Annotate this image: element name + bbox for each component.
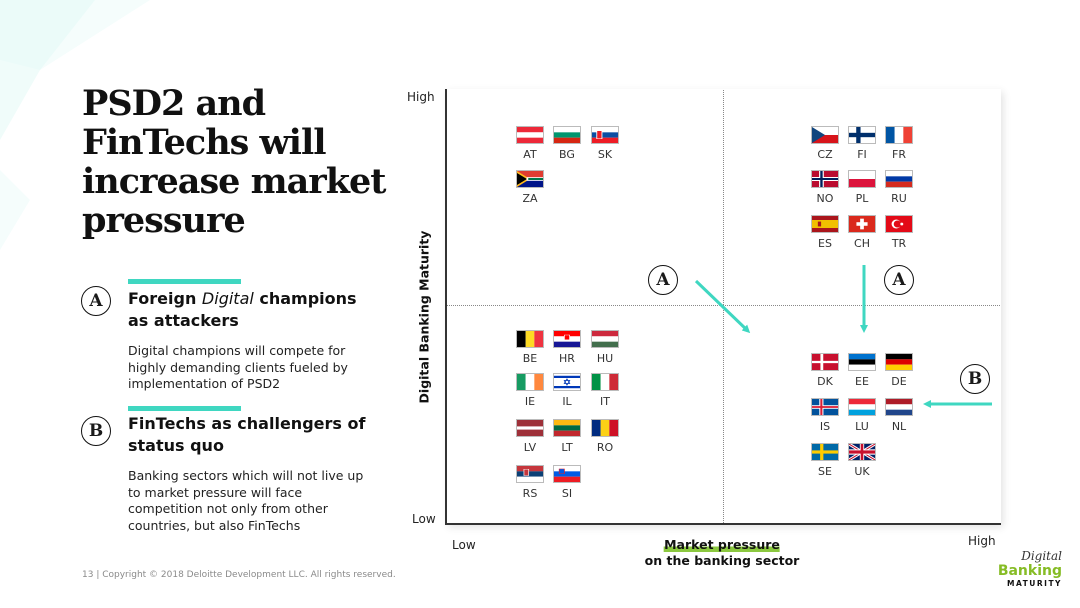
- section-b-body: Banking sectors which will not live up t…: [128, 468, 364, 533]
- code-es: ES: [818, 237, 832, 250]
- marker-a-right: A: [884, 265, 914, 295]
- section-a-badge: A: [81, 286, 111, 316]
- code-de: DE: [891, 375, 907, 388]
- code-no: NO: [816, 192, 834, 205]
- flag-lt-icon: [553, 419, 581, 437]
- code-pl: PL: [855, 192, 869, 205]
- flag-ru-icon: [885, 170, 913, 188]
- flag-lu-icon: [848, 398, 876, 416]
- flag-es-icon: [811, 215, 839, 233]
- marker-a-left: A: [648, 265, 678, 295]
- code-be: BE: [522, 352, 538, 365]
- flag-hu-icon: [591, 330, 619, 348]
- section-b-accent-bar: [128, 406, 241, 411]
- code-cz: CZ: [817, 148, 833, 161]
- code-sk: SK: [597, 148, 613, 161]
- code-nl: NL: [891, 420, 907, 433]
- code-bg: BG: [559, 148, 575, 161]
- code-hu: HU: [596, 352, 614, 365]
- flag-ro-icon: [591, 419, 619, 437]
- code-lv: LV: [523, 441, 537, 454]
- decorative-background-shapes: [0, 0, 150, 250]
- flag-tr-icon: [885, 215, 913, 233]
- code-lu: LU: [855, 420, 869, 433]
- flag-ie-icon: [516, 373, 544, 391]
- code-si: SI: [561, 487, 573, 500]
- flag-ch-icon: [848, 215, 876, 233]
- flag-hr-icon: [553, 330, 581, 348]
- code-hr: HR: [559, 352, 575, 365]
- flag-lv-icon: [516, 419, 544, 437]
- y-axis-low-label: Low: [412, 512, 436, 526]
- flag-be-icon: [516, 330, 544, 348]
- flag-ee-icon: [848, 353, 876, 371]
- x-axis-title-line2: on the banking sector: [644, 553, 800, 568]
- y-axis-high-label: High: [407, 90, 435, 104]
- flag-at-icon: [516, 126, 544, 144]
- section-a-accent-bar: [128, 279, 241, 284]
- logo-line3: MATURITY: [1006, 579, 1062, 588]
- code-it: IT: [600, 395, 610, 408]
- code-at: AT: [523, 148, 537, 161]
- section-b-title: FinTechs as challengers of status quo: [128, 414, 366, 455]
- x-axis-title-line1: Market pressure: [664, 537, 780, 552]
- flag-il-icon: [553, 373, 581, 391]
- code-il: IL: [562, 395, 572, 408]
- logo-line1: Digital: [1021, 549, 1062, 563]
- code-ie: IE: [524, 395, 536, 408]
- code-tr: TR: [891, 237, 907, 250]
- flag-sk-icon: [591, 126, 619, 144]
- code-rs: RS: [522, 487, 538, 500]
- marker-b: B: [960, 364, 990, 394]
- code-ru: RU: [891, 192, 907, 205]
- footer-copyright: 13 | Copyright © 2018 Deloitte Developme…: [82, 570, 396, 580]
- x-axis-low-label: Low: [452, 538, 476, 552]
- flag-de-icon: [885, 353, 913, 371]
- flag-fr-icon: [885, 126, 913, 144]
- flag-cz-icon: [811, 126, 839, 144]
- flag-uk-icon: [848, 443, 876, 461]
- code-ro: RO: [596, 441, 614, 454]
- section-a-body: Digital champions will compete for highl…: [128, 343, 348, 391]
- flag-nl-icon: [885, 398, 913, 416]
- code-fi: FI: [857, 148, 867, 161]
- code-lt: LT: [561, 441, 573, 454]
- x-axis-line: [445, 523, 1001, 525]
- flag-se-icon: [811, 443, 839, 461]
- flag-si-icon: [553, 465, 581, 483]
- code-fr: FR: [892, 148, 906, 161]
- y-axis-line: [445, 89, 447, 524]
- slide-title: PSD2 and FinTechs will increase market p…: [82, 83, 386, 241]
- flag-dk-icon: [811, 353, 839, 371]
- flag-fi-icon: [848, 126, 876, 144]
- code-za: ZA: [522, 192, 538, 205]
- flag-rs-icon: [516, 465, 544, 483]
- code-uk: UK: [854, 465, 870, 478]
- x-axis-high-label: High: [968, 534, 996, 548]
- flag-pl-icon: [848, 170, 876, 188]
- code-is: IS: [819, 420, 831, 433]
- code-ee: EE: [855, 375, 869, 388]
- flag-it-icon: [591, 373, 619, 391]
- flag-za-icon: [516, 170, 544, 188]
- arrow-a-diagonal: [694, 279, 751, 334]
- flag-bg-icon: [553, 126, 581, 144]
- flag-is-icon: [811, 398, 839, 416]
- code-ch: CH: [854, 237, 870, 250]
- section-a-title: Foreign Digital champions as attackers: [128, 289, 357, 330]
- flag-no-icon: [811, 170, 839, 188]
- code-se: SE: [818, 465, 832, 478]
- code-dk: DK: [817, 375, 833, 388]
- section-b-badge: B: [81, 416, 111, 446]
- digital-banking-maturity-logo: Digital Banking MATURITY: [988, 549, 1062, 589]
- x-axis-title: Market pressure on the banking sector: [644, 537, 800, 569]
- logo-line2: Banking: [997, 563, 1062, 579]
